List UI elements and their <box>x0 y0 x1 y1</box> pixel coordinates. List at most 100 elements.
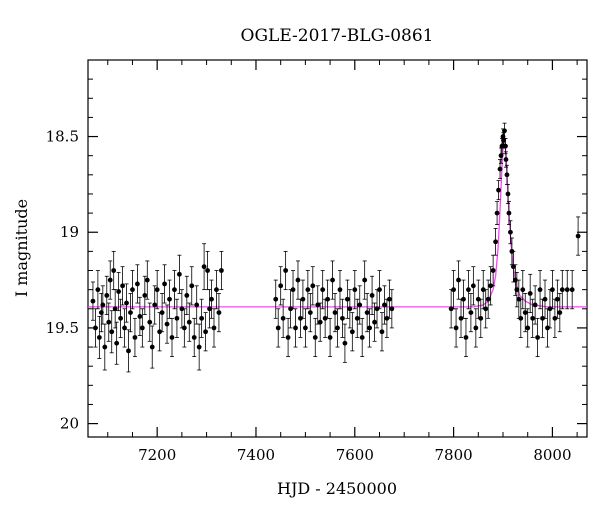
data-point <box>102 323 108 371</box>
data-point <box>278 266 284 306</box>
data-point <box>332 293 338 333</box>
point-marker <box>194 302 200 308</box>
data-point <box>142 275 148 315</box>
point-marker <box>532 302 538 308</box>
data-point <box>184 275 190 315</box>
point-marker <box>337 287 343 293</box>
point-marker <box>295 277 301 283</box>
data-point <box>458 298 464 338</box>
point-marker <box>575 233 581 239</box>
point-marker <box>122 325 127 331</box>
data-point <box>389 289 395 329</box>
point-marker <box>550 287 555 293</box>
point-marker <box>114 340 120 346</box>
data-point <box>317 302 323 342</box>
point-marker <box>205 268 210 273</box>
data-point <box>456 260 461 300</box>
data-point <box>478 298 484 338</box>
data-point <box>535 317 540 358</box>
data-point <box>372 302 377 342</box>
point-marker <box>485 296 491 302</box>
point-marker <box>377 287 382 293</box>
point-marker <box>305 287 311 293</box>
point-marker <box>118 315 124 321</box>
data-point <box>554 279 560 319</box>
data-point <box>510 250 516 283</box>
point-marker <box>475 296 481 302</box>
data-point <box>559 270 565 310</box>
data-point <box>302 308 308 348</box>
point-marker <box>470 283 476 289</box>
data-point <box>503 151 509 168</box>
point-marker <box>310 283 316 289</box>
point-marker <box>557 310 563 316</box>
data-point <box>162 264 167 304</box>
data-point <box>473 308 479 348</box>
data-point <box>124 283 129 323</box>
data-point <box>377 270 382 310</box>
point-marker <box>199 315 205 321</box>
point-marker <box>552 315 558 321</box>
y-tick-label: 19.5 <box>46 319 79 337</box>
data-point <box>505 183 511 204</box>
point-marker <box>106 319 112 325</box>
point-marker <box>359 335 365 340</box>
point-marker <box>357 302 363 308</box>
data-point <box>154 270 160 310</box>
model-layer <box>88 136 587 308</box>
point-marker <box>483 306 489 312</box>
point-marker <box>379 329 385 335</box>
point-marker <box>545 325 550 331</box>
point-marker <box>90 298 96 304</box>
point-marker <box>196 344 202 350</box>
point-marker <box>498 153 504 159</box>
data-point <box>497 159 503 180</box>
data-point <box>532 285 538 325</box>
point-marker <box>111 268 117 273</box>
data-point <box>307 293 313 333</box>
data-point <box>290 270 296 310</box>
point-marker <box>203 329 208 335</box>
x-tick-label: 7400 <box>237 446 275 464</box>
point-marker <box>504 172 510 178</box>
data-point <box>177 254 182 294</box>
point-marker <box>209 296 214 302</box>
data-point <box>547 289 553 329</box>
data-point <box>525 308 531 348</box>
data-point <box>201 243 207 291</box>
point-marker <box>335 325 340 331</box>
point-marker <box>317 319 323 325</box>
x-axis-label: HJD - 2450000 <box>277 479 397 498</box>
data-point <box>552 298 558 338</box>
point-marker <box>116 289 122 294</box>
point-marker <box>184 292 190 298</box>
data-point <box>122 308 127 348</box>
data-point <box>545 308 550 348</box>
point-marker <box>315 302 321 308</box>
point-marker <box>497 166 503 172</box>
point-marker <box>494 210 500 216</box>
data-point <box>522 293 528 333</box>
data-point <box>96 316 102 359</box>
point-marker <box>506 210 512 216</box>
point-marker <box>354 315 360 321</box>
point-marker <box>93 325 98 331</box>
point-marker <box>510 264 516 270</box>
data-point <box>451 270 457 310</box>
data-point <box>194 285 200 325</box>
data-point <box>537 270 543 310</box>
data-point <box>569 270 575 310</box>
point-marker <box>384 315 390 321</box>
data-point <box>470 266 476 306</box>
data-point <box>169 317 175 358</box>
data-point <box>283 250 289 291</box>
point-marker <box>139 325 145 331</box>
data-point <box>344 279 350 319</box>
data-point <box>106 302 112 342</box>
point-marker <box>130 287 135 293</box>
point-marker <box>502 128 507 134</box>
point-marker <box>364 310 370 316</box>
point-marker <box>107 277 113 283</box>
point-marker <box>95 287 101 293</box>
point-marker <box>302 325 308 331</box>
